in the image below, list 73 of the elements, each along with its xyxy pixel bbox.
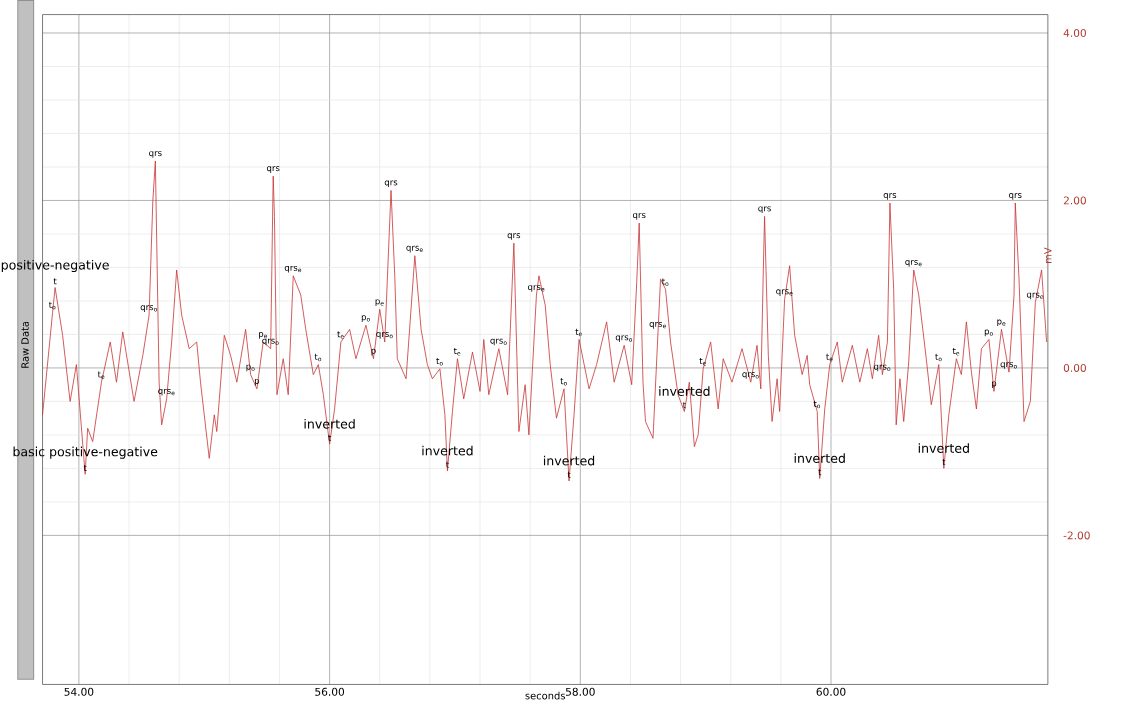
- annotation: qrs: [149, 151, 162, 159]
- annotation: qrs: [266, 166, 280, 174]
- annotation: p: [254, 379, 260, 386]
- annotation: qrs: [1009, 193, 1022, 200]
- annotation: t: [818, 469, 822, 476]
- annotation: p$_{e}$: [997, 319, 1006, 327]
- annotation: qrs$_{e}$: [158, 389, 175, 396]
- annotation: positive-negative: [1, 260, 109, 273]
- annotation: qrs$_{e}$: [649, 322, 666, 329]
- annotation: t$_{o}$: [661, 278, 669, 287]
- x-tick-label: 60.00: [816, 687, 846, 696]
- annotation: qrs$_{o}$: [742, 372, 759, 380]
- annotation: qrs$_{e}$: [284, 266, 302, 273]
- annotation: qrs$_{e}$: [905, 260, 922, 267]
- y-tick-label: -2.00: [1063, 531, 1090, 540]
- annotation: qrs$_{e}$: [406, 246, 423, 253]
- annotation: qrs$_{e}$: [776, 289, 793, 297]
- annotation: qrs$_{e}$: [1026, 292, 1044, 300]
- annotation: t$_{o}$: [48, 302, 56, 310]
- y-tick-label: 2.00: [1063, 196, 1086, 205]
- x-tick-label: 56.00: [315, 687, 345, 696]
- annotation: qrs$_{o}$: [615, 335, 633, 343]
- annotation: t: [682, 402, 686, 409]
- annotation: p$_{e}$: [259, 332, 268, 339]
- annotation: t: [567, 471, 571, 478]
- y-axis-title: mV: [1044, 247, 1052, 264]
- annotation: t$_{o}$: [436, 358, 443, 366]
- annotation: t$_{e}$: [575, 328, 582, 337]
- annotation: t$_{e}$: [952, 348, 960, 356]
- annotation: qrs: [758, 206, 771, 214]
- x-axis-title: seconds: [525, 691, 566, 700]
- annotation: basic positive-negative: [13, 446, 158, 459]
- annotation: qrs$_{e}$: [527, 285, 545, 292]
- annotation: t: [53, 278, 57, 285]
- annotation: qrs$_{o}$: [376, 332, 393, 339]
- annotation: qrs: [384, 180, 398, 188]
- annotation: t$_{o}$: [314, 354, 322, 362]
- annotation: qrs: [883, 193, 897, 200]
- annotation: qrs$_{o}$: [490, 338, 507, 346]
- annotation: t$_{e}$: [97, 371, 105, 380]
- annotation: inverted: [918, 443, 969, 454]
- annotation: qrs$_{o}$: [140, 305, 158, 313]
- annotation: p$_{e}$: [375, 299, 384, 307]
- annotation: inverted: [543, 455, 595, 466]
- annotation: t: [445, 461, 449, 468]
- annotation: t$_{e}$: [337, 331, 344, 339]
- text: Raw Data: [21, 322, 29, 368]
- annotation: t: [83, 465, 87, 472]
- annotation: p$_{o}$: [984, 329, 993, 337]
- annotation: t: [328, 435, 332, 442]
- y-tick-label: 4.00: [1063, 29, 1086, 38]
- x-tick-label: 54.00: [64, 687, 94, 696]
- annotation: t$_{o}$: [560, 378, 567, 386]
- annotation: qrs$_{o}$: [1000, 362, 1017, 370]
- annotation: qrs$_{o}$: [873, 364, 891, 372]
- annotation: inverted: [422, 445, 473, 456]
- x-tick-label: 58.00: [565, 687, 595, 696]
- annotation: p$_{o}$: [246, 364, 255, 372]
- annotation: p: [371, 349, 376, 356]
- annotation: qrs: [507, 233, 521, 241]
- annotation: t$_{o}$: [813, 400, 821, 409]
- annotation: inverted: [794, 453, 845, 464]
- annotation: t: [942, 459, 946, 466]
- annotation: t$_{e}$: [826, 354, 833, 362]
- annotation: t$_{e}$: [453, 348, 461, 356]
- annotation: p: [992, 381, 997, 389]
- annotation: t$_{o}$: [935, 354, 942, 362]
- annotation: qrs$_{o}$: [262, 338, 279, 346]
- annotation: qrs: [632, 213, 646, 220]
- annotation: inverted: [304, 419, 355, 429]
- annotation: p$_{o}$: [361, 315, 370, 323]
- annotation: t$_{e}$: [699, 358, 707, 366]
- y-tick-label: 0.00: [1063, 364, 1086, 373]
